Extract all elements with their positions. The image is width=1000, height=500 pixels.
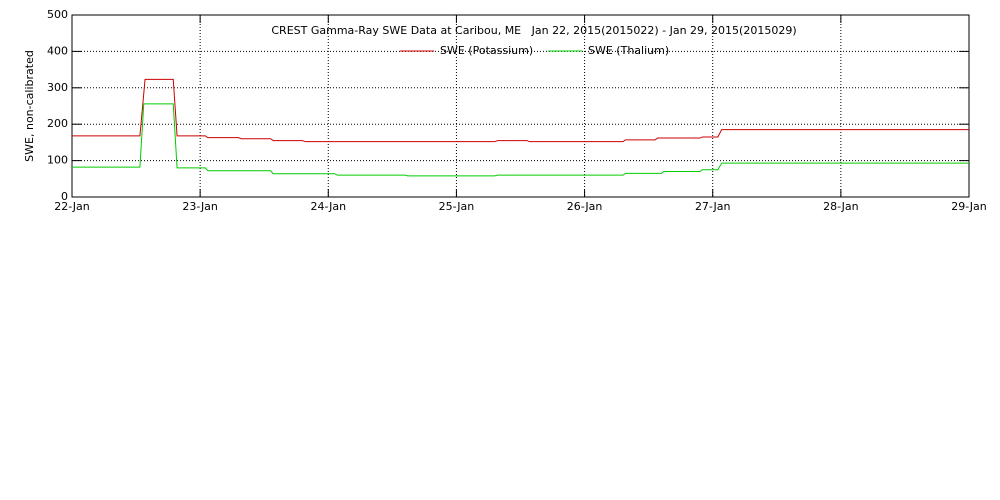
x-tick-label: 23-Jan <box>182 200 218 213</box>
x-tick-label: 28-Jan <box>823 200 859 213</box>
y-axis-label: SWE, non-calibrated <box>23 50 36 162</box>
y-tick-label: 200 <box>47 117 68 130</box>
x-tick-label: 25-Jan <box>439 200 475 213</box>
legend-label: SWE (Potassium) <box>440 44 533 57</box>
y-tick-label: 400 <box>47 44 68 57</box>
plot-frame <box>71 14 970 198</box>
x-tick-label: 26-Jan <box>567 200 603 213</box>
x-tick-label: 27-Jan <box>695 200 731 213</box>
x-tick-label: 29-Jan <box>951 200 987 213</box>
legend-label: SWE (Thalium) <box>588 44 669 57</box>
x-tick-label: 22-Jan <box>54 200 90 213</box>
y-tick-label: 500 <box>47 8 68 21</box>
y-tick-label: 0 <box>61 190 68 203</box>
series-line <box>72 78 969 143</box>
chart-title: CREST Gamma-Ray SWE Data at Caribou, ME … <box>271 24 796 37</box>
x-tick-label: 24-Jan <box>311 200 347 213</box>
y-tick-label: 300 <box>47 81 68 94</box>
series-line <box>72 103 969 177</box>
y-tick-label: 100 <box>47 154 68 167</box>
